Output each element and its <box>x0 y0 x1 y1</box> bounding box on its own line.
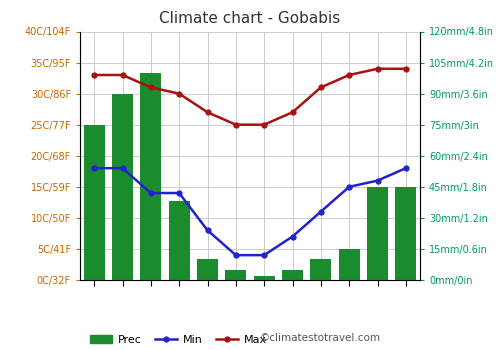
Bar <box>84 125 105 280</box>
Bar <box>395 187 416 280</box>
Bar <box>254 276 275 280</box>
Bar <box>112 93 133 280</box>
Bar <box>282 270 303 280</box>
Title: Climate chart - Gobabis: Climate chart - Gobabis <box>160 11 340 26</box>
Bar <box>367 187 388 280</box>
Bar <box>225 270 246 280</box>
Bar <box>197 259 218 280</box>
Bar <box>140 73 162 280</box>
Text: ©climatestotravel.com: ©climatestotravel.com <box>260 333 381 343</box>
Legend: Prec, Min, Max: Prec, Min, Max <box>86 330 272 349</box>
Bar <box>168 201 190 280</box>
Bar <box>310 259 332 280</box>
Bar <box>338 249 360 280</box>
